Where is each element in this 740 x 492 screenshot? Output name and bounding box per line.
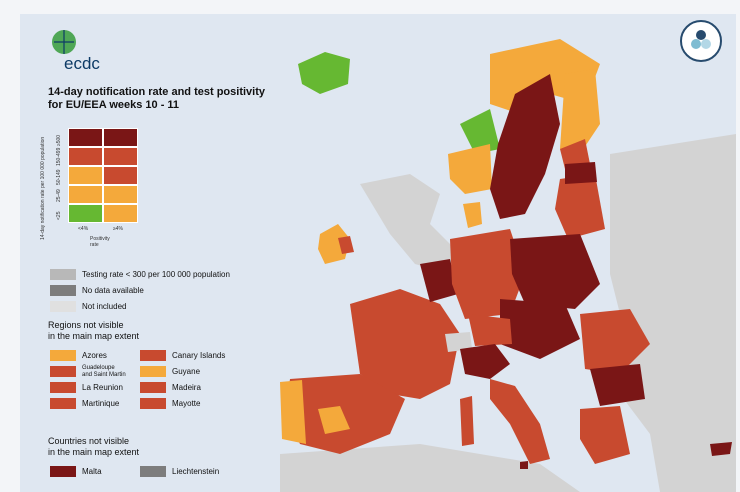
region-greece [580, 406, 630, 464]
matrix-xtick: ≥4% [113, 226, 123, 232]
regions-header: Regions not visible in the main map exte… [48, 320, 140, 341]
matrix-cell [68, 204, 103, 223]
region-austria [468, 314, 512, 346]
non-included-land [360, 174, 460, 274]
region-iceland [298, 52, 350, 94]
legend-swatch-no-data [50, 285, 76, 296]
matrix-ytick: 150-499 [56, 147, 62, 166]
region-cyprus [710, 442, 732, 456]
region-bulgaria [590, 364, 645, 406]
region-sweden [490, 74, 560, 219]
region-czech-hungary [500, 299, 580, 359]
region-finland-south [560, 139, 590, 169]
country-swatch-liechtenstein [140, 466, 166, 477]
region-swatch-guyane [140, 366, 166, 377]
circles-icon [691, 30, 711, 49]
region-benelux [420, 259, 458, 302]
country-swatch-malta [50, 466, 76, 477]
matrix-ytick: <25 [56, 211, 62, 220]
region-sardinia [460, 396, 474, 446]
matrix-ytick: 25-49 [56, 189, 62, 202]
map-title: 14-day notification rate and test positi… [48, 86, 265, 111]
matrix-cell [103, 204, 138, 223]
legend-label-not-included: Not included [82, 302, 127, 311]
region-switzerland [445, 332, 472, 352]
region-ireland-east [338, 236, 354, 254]
region-poland [510, 234, 600, 309]
region-swatch-canary [140, 350, 166, 361]
region-label-madeira: Madeira [172, 383, 201, 392]
corner-logo-button[interactable] [680, 20, 722, 62]
region-spain-orange [318, 406, 350, 434]
ecdc-logo: ecdc [44, 24, 134, 86]
matrix-ytick: ≥500 [56, 134, 62, 146]
region-denmark [463, 202, 482, 228]
matrix-xtick: <4% [78, 226, 89, 232]
country-label-malta: Malta [82, 467, 102, 476]
region-label-martinique: Martinique [82, 399, 120, 408]
region-swatch-guadeloupe [50, 366, 76, 377]
region-label-mayotte: Mayotte [172, 399, 201, 408]
region-baltics [555, 174, 605, 239]
region-italy-south [490, 379, 550, 464]
region-estonia [565, 162, 597, 184]
region-norway-south [448, 144, 492, 194]
matrix-cell [68, 147, 103, 166]
region-label-guyane: Guyane [172, 367, 201, 376]
region-france [350, 289, 460, 399]
region-swatch-mayotte [140, 398, 166, 409]
matrix-cell [103, 185, 138, 204]
ecdc-logo-text: ecdc [64, 54, 100, 73]
matrix-cell [68, 166, 103, 185]
region-malta [520, 461, 528, 469]
legend-label-no-data: No data available [82, 286, 144, 295]
legend-label-testing: Testing rate < 300 per 100 000 populatio… [82, 270, 230, 279]
countries-header: Countries not visible in the main map ex… [48, 436, 140, 457]
country-label-liechtenstein: Liechtenstein [172, 467, 220, 476]
legend-swatch-testing [50, 269, 76, 280]
matrix-cell [103, 128, 138, 147]
europe-map [280, 39, 736, 492]
non-included-land-east [600, 134, 736, 492]
map-card: ecdc 14-day notification rate and test p… [20, 14, 736, 492]
matrix-cell [103, 166, 138, 185]
region-swatch-martinique [50, 398, 76, 409]
region-swatch-azores [50, 350, 76, 361]
region-finland [560, 69, 600, 154]
region-germany [450, 229, 525, 319]
matrix-cell [103, 147, 138, 166]
region-portugal [280, 380, 306, 444]
matrix-cell [68, 185, 103, 204]
region-romania [580, 309, 650, 374]
region-label-canary: Canary Islands [172, 351, 226, 360]
matrix-cell [68, 128, 103, 147]
region-spain [285, 374, 405, 454]
matrix-ytick: 50-149 [56, 169, 62, 185]
region-label-reunion: La Reunion [82, 383, 123, 392]
matrix-ylabel: 14-day notification rate per 100 000 pop… [40, 136, 46, 240]
region-italy-north [460, 344, 510, 379]
ecdc-globe-icon: ecdc [52, 30, 100, 73]
matrix-xlabel: Positivity rate [90, 236, 110, 248]
region-swatch-madeira [140, 382, 166, 393]
non-included-land-africa [280, 444, 580, 492]
region-swatch-reunion [50, 382, 76, 393]
region-label-guadeloupe: Guadeloupe and Saint Martin [82, 365, 126, 378]
region-norway-mid [460, 109, 500, 154]
region-label-azores: Azores [82, 351, 107, 360]
legend-swatch-not-included [50, 301, 76, 312]
